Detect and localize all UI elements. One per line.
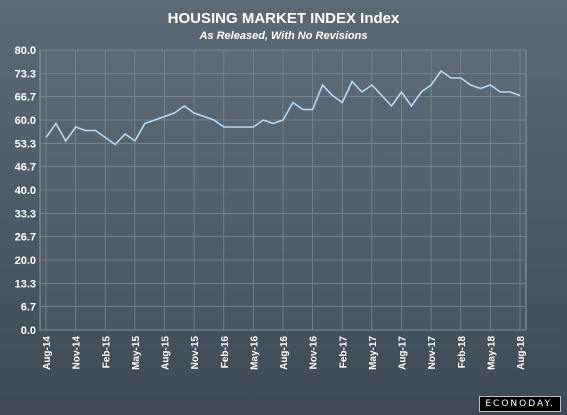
x-tick-label: Feb-16: [220, 336, 231, 369]
x-tick-label: Feb-18: [457, 336, 468, 369]
x-tick-label: Aug-17: [398, 336, 409, 370]
y-tick-label: 6.7: [21, 302, 36, 314]
series-line: [45, 69, 521, 146]
x-tick-label: Nov-14: [72, 336, 83, 370]
y-tick-label: 13.3: [15, 278, 36, 290]
y-tick-label: 40.0: [15, 185, 36, 197]
x-tick-label: Aug-14: [42, 336, 53, 370]
x-tick-label: Nov-15: [190, 336, 201, 370]
y-tick-label: 33.3: [15, 208, 36, 220]
x-tick-label: May-15: [131, 336, 142, 370]
chart-subtitle: As Released, With No Revisions: [199, 30, 368, 42]
y-tick-label: 66.7: [15, 92, 36, 104]
y-tick-label: 53.3: [15, 138, 36, 150]
y-tick-label: 20.0: [15, 255, 36, 267]
x-tick-label: Nov-17: [427, 336, 438, 370]
x-tick-label: Aug-16: [279, 336, 290, 370]
econoday-logo: ECONODAY.: [479, 396, 561, 412]
x-tick-label: Aug-15: [161, 336, 172, 370]
y-tick-label: 0.0: [21, 325, 36, 337]
y-tick-label: 60.0: [15, 115, 36, 127]
x-tick-label: May-18: [486, 336, 497, 370]
x-tick-label: May-16: [249, 336, 260, 370]
x-tick-label: Feb-17: [338, 336, 349, 369]
x-tick-label: Nov-16: [309, 336, 320, 370]
y-tick-label: 26.7: [15, 232, 36, 244]
y-tick-label: 80.0: [15, 45, 36, 57]
chart-title: HOUSING MARKET INDEX Index: [167, 10, 400, 27]
x-tick-label: Feb-15: [101, 336, 112, 369]
y-tick-label: 73.3: [15, 68, 36, 80]
x-tick-label: Aug-18: [516, 336, 527, 370]
y-tick-label: 46.7: [15, 162, 36, 174]
x-tick-label: May-17: [368, 336, 379, 370]
